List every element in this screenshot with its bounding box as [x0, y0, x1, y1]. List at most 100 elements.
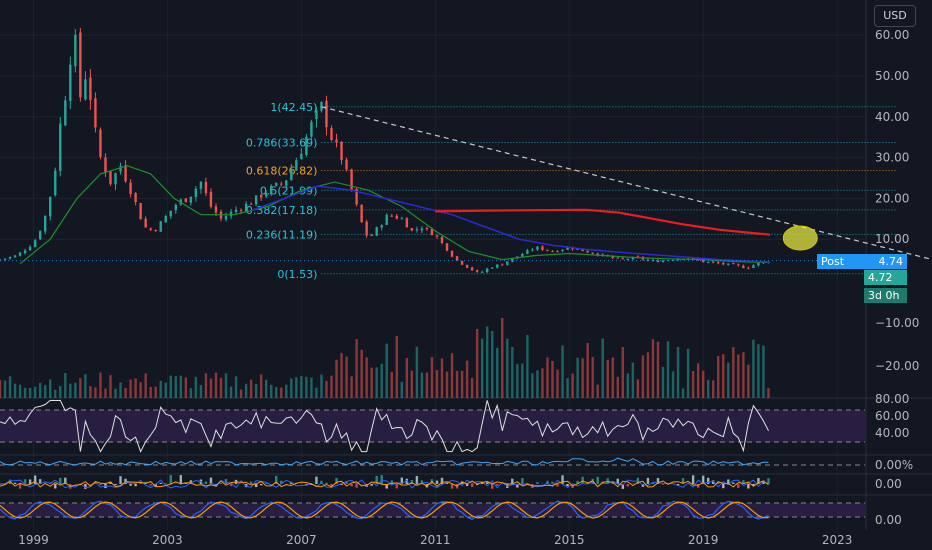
- volume-bar: [189, 388, 193, 398]
- ind3-histogram-bar: [722, 484, 725, 489]
- candle-body: [330, 127, 333, 141]
- chart-drawings[interactable]: [0, 106, 932, 276]
- ind3-histogram-bar: [656, 478, 660, 484]
- volume-bar: [450, 353, 454, 398]
- volume-bar: [79, 378, 82, 398]
- ind3-histogram-bar: [290, 481, 293, 484]
- volume-bar: [280, 387, 283, 398]
- volume-bar: [611, 357, 614, 398]
- ind3-histogram-bar: [676, 484, 680, 486]
- ind3-histogram-bar: [325, 482, 328, 484]
- candle-body: [340, 141, 343, 161]
- ind3-histogram-bar: [380, 475, 383, 484]
- candle-body: [84, 79, 87, 100]
- candle-body: [234, 209, 238, 212]
- volume-bar: [390, 371, 393, 398]
- candle-body: [732, 263, 735, 265]
- ind3-histogram-bar: [119, 476, 122, 484]
- candle-body: [360, 204, 363, 223]
- candle-body: [661, 260, 665, 263]
- volume-bar: [300, 376, 303, 398]
- ind3-macd-line: [0, 479, 769, 489]
- currency-button[interactable]: USD: [874, 5, 916, 27]
- candle-body: [285, 180, 288, 186]
- candle-body: [491, 267, 494, 269]
- ind3-histogram-bar: [59, 477, 62, 484]
- volume-bar: [732, 347, 735, 398]
- ind4-tick-label: 0.00: [875, 513, 902, 527]
- volume-bar: [259, 374, 263, 398]
- candle-body: [616, 257, 619, 259]
- volume-bar: [435, 370, 439, 398]
- volume-bar: [681, 388, 685, 398]
- candle-body: [199, 181, 203, 189]
- volume-bar: [752, 339, 755, 398]
- ind3-histogram-bar: [757, 477, 760, 484]
- price-axis[interactable]: 60.00 50.00 40.00 30.00 20.00 10.00 −10.00 −20.…: [875, 28, 919, 527]
- candle-body: [656, 260, 660, 263]
- candle-body: [209, 191, 213, 207]
- ind3-histogram-bar: [681, 478, 685, 484]
- ind3-histogram-bar: [752, 484, 755, 487]
- ind3-histogram-bar: [305, 484, 308, 486]
- volume-bar: [8, 376, 12, 398]
- volume-bar: [621, 347, 625, 398]
- candle-body: [174, 204, 177, 211]
- candle-body: [752, 265, 755, 268]
- candle-body: [189, 196, 193, 203]
- rsi-tick-label: 60.00: [875, 409, 909, 423]
- ind3-histogram-bar: [646, 477, 650, 484]
- rsi-pane: [0, 399, 865, 453]
- fib-level-label: 0.5(21.99): [260, 184, 318, 197]
- ind3-histogram-bar: [701, 475, 705, 484]
- bar-countdown-value: 3d 0h: [868, 289, 900, 302]
- volume-bar: [415, 346, 419, 398]
- candle-body: [99, 129, 102, 157]
- candle-body: [501, 264, 504, 266]
- volume-bar: [601, 338, 604, 398]
- fibonacci-retracement[interactable]: 1(42.45) 0.786(33.69) 0.618(26.82) 0.5(21.9…: [246, 101, 898, 281]
- price-tick-label: 40.00: [875, 110, 909, 124]
- price-tick-label: 60.00: [875, 28, 909, 42]
- candle-body: [450, 250, 454, 257]
- volume-bar: [430, 357, 434, 398]
- volume-bar: [214, 372, 218, 398]
- candle-body: [445, 243, 449, 251]
- volume-bar: [526, 335, 529, 398]
- volume-bar: [470, 377, 474, 398]
- volume-bar: [626, 373, 630, 398]
- candle-body: [511, 258, 514, 262]
- candle-body: [691, 257, 695, 259]
- volume-bar: [445, 371, 449, 398]
- ind3-histogram-bar: [28, 479, 32, 484]
- candle-body: [315, 110, 318, 120]
- volume-bar: [671, 371, 675, 398]
- volume-bar: [686, 348, 690, 398]
- ind3-histogram-bar: [706, 477, 710, 484]
- ind3-histogram-bar: [440, 477, 444, 484]
- fib-level-label: 0.786(33.69): [246, 137, 318, 150]
- candle-body: [747, 267, 750, 269]
- candle-body: [727, 263, 730, 265]
- ind3-histogram-bar: [330, 484, 333, 487]
- candle-body: [626, 258, 630, 260]
- candle-body: [425, 228, 429, 230]
- candle-body: [586, 251, 589, 253]
- ind3-histogram-bar: [385, 484, 388, 489]
- time-axis[interactable]: 19992003200720112015201920232027: [18, 533, 932, 547]
- ind3-histogram-bar: [189, 480, 193, 484]
- volume-bar: [285, 384, 288, 398]
- volume-bar: [511, 346, 514, 398]
- candle-body: [621, 258, 625, 260]
- candle-body: [169, 210, 172, 217]
- ind3-histogram-bar: [596, 476, 599, 484]
- volume-bar: [727, 362, 730, 398]
- volume-bar: [219, 377, 223, 398]
- ind3-histogram-bar: [717, 481, 720, 484]
- volume-bar: [586, 342, 589, 398]
- volume-bar: [224, 373, 228, 398]
- candle-body: [380, 225, 383, 228]
- volume-bar: [491, 331, 494, 398]
- candle-body: [706, 261, 710, 263]
